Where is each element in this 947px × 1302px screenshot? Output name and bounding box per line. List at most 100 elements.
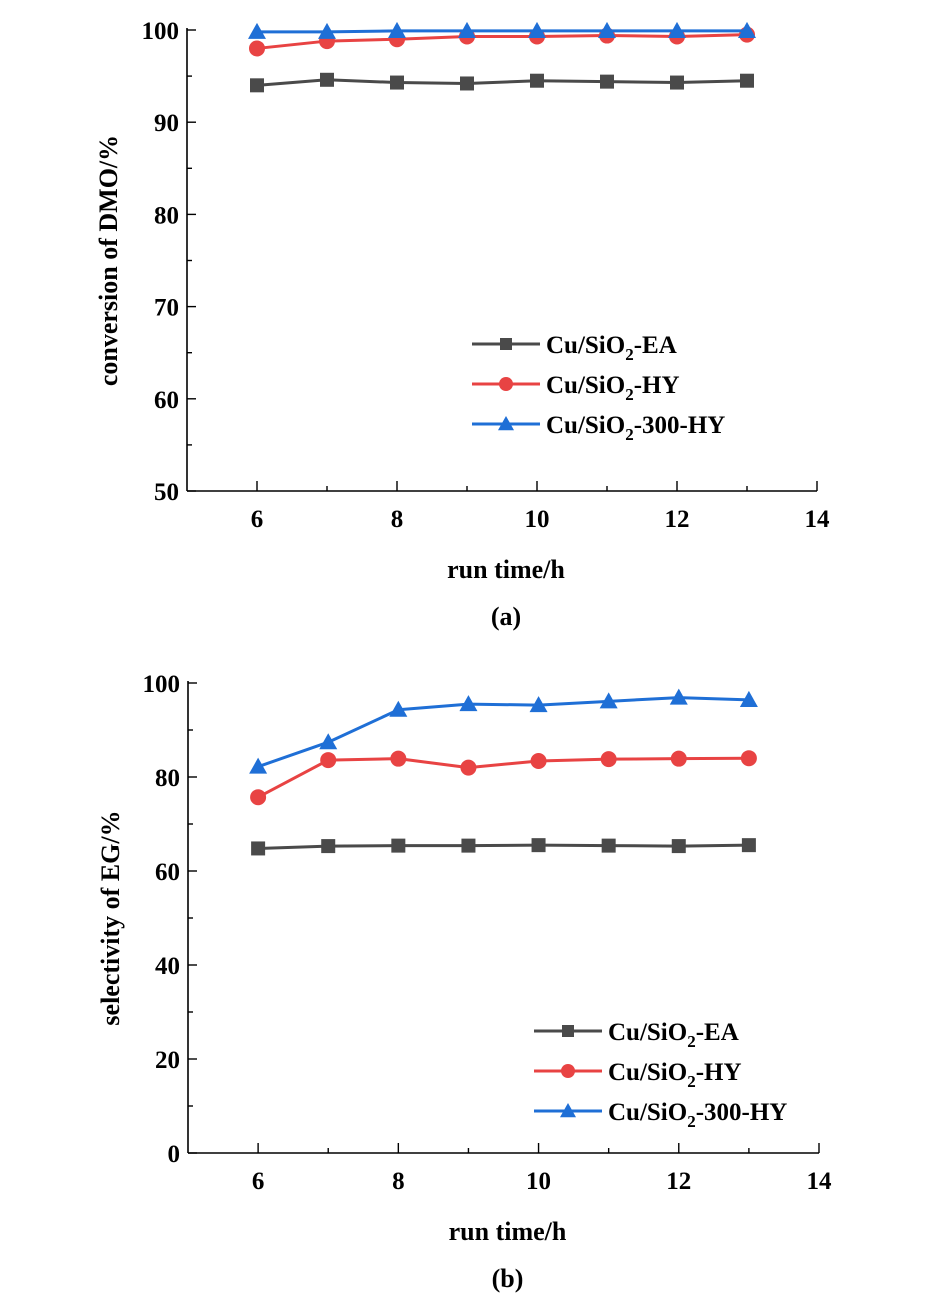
data-point-triangle (248, 22, 266, 39)
data-point-triangle (599, 692, 618, 709)
x-tick-label: 8 (392, 1168, 405, 1195)
legend-label-main: Cu/SiO (608, 1019, 687, 1046)
data-point-triangle (528, 21, 546, 38)
x-tick-label: 10 (526, 1168, 551, 1195)
legend-item: Cu/SiO2-300-HY (472, 412, 725, 444)
y-tick-label: 80 (154, 202, 179, 229)
series-line (257, 696, 749, 769)
data-point-circle (530, 753, 547, 770)
legend-label-suffix: -HY (696, 1059, 742, 1086)
data-point-square (741, 838, 756, 853)
data-point-triangle (249, 757, 268, 774)
series-line (258, 843, 749, 850)
y-tick-label: 90 (154, 110, 179, 137)
x-axis-title: run time/h (449, 1217, 567, 1246)
data-point-circle (390, 750, 407, 767)
data-point-triangle (739, 690, 758, 707)
data-point-triangle (459, 695, 478, 712)
data-point-triangle (668, 21, 686, 38)
series-square (251, 838, 756, 856)
data-point-square (460, 76, 474, 91)
y-tick-label: 70 (154, 295, 179, 322)
y-axis-title: selectivity of EG/% (96, 810, 125, 1025)
legend-label: Cu/SiO2-300-HY (608, 1099, 787, 1131)
legend-label: Cu/SiO2-HY (546, 372, 680, 404)
data-point-circle (320, 752, 337, 769)
legend-item: Cu/SiO2-HY (472, 372, 680, 404)
data-point-square (250, 78, 264, 93)
x-tick-label: 12 (666, 1168, 691, 1195)
data-point-circle (670, 750, 687, 767)
data-point-square (251, 841, 266, 856)
y-tick-label: 80 (155, 765, 180, 792)
data-point-triangle (529, 696, 548, 713)
legend-label-suffix: -HY (634, 372, 680, 399)
x-tick-label: 14 (807, 1168, 833, 1195)
series-square (250, 72, 754, 93)
data-point-circle (249, 40, 265, 57)
data-point-triangle (458, 21, 476, 38)
legend-marker-square (500, 338, 512, 350)
panel-label: (b) (492, 1264, 524, 1293)
legend-label-subscript: 2 (625, 385, 634, 404)
legend-label-suffix: -300-HY (634, 412, 726, 439)
x-tick-label: 8 (391, 506, 404, 533)
legend: Cu/SiO2-EA Cu/SiO2-HY Cu/SiO2-300-HY (472, 332, 725, 444)
y-tick-label: 60 (154, 387, 179, 414)
data-point-square (600, 74, 614, 89)
panel-label: (a) (491, 602, 521, 631)
data-point-triangle (388, 21, 406, 38)
y-tick-label: 20 (155, 1047, 180, 1074)
data-point-triangle (389, 700, 408, 717)
y-tick-label: 50 (154, 479, 179, 506)
series-line (256, 33, 748, 50)
series-triangle (248, 21, 756, 39)
legend-marker-triangle (498, 416, 514, 431)
data-point-square (321, 839, 336, 854)
data-point-square (670, 75, 684, 90)
legend-label-main: Cu/SiO (546, 412, 625, 439)
legend-marker-circle (499, 377, 513, 391)
legend-label-subscript: 2 (687, 1032, 696, 1051)
data-point-circle (250, 789, 267, 806)
y-tick-label: 40 (155, 953, 180, 980)
y-tick-label: 60 (155, 859, 180, 886)
chart-panel-b: 0 20 40 60 80 100 6 8 10 12 14 selectivity of EG/% r… (96, 671, 832, 1293)
series-line (256, 78, 748, 87)
y-tick-label: 100 (143, 671, 181, 698)
x-tick-label: 14 (805, 506, 831, 533)
legend-item: Cu/SiO2-HY (534, 1059, 742, 1091)
legend-label-main: Cu/SiO (608, 1099, 687, 1126)
legend-label-subscript: 2 (687, 1072, 696, 1091)
data-point-triangle (318, 22, 336, 39)
data-point-triangle (738, 21, 756, 38)
y-tick-label: 0 (168, 1141, 181, 1168)
series-circle (250, 750, 757, 806)
data-point-square (390, 75, 404, 90)
data-point-square (601, 838, 616, 853)
legend-label-subscript: 2 (687, 1112, 696, 1131)
series-triangle (249, 688, 758, 774)
data-point-square (391, 838, 406, 853)
y-axis-title: conversion of DMO/% (94, 135, 123, 386)
legend-label: Cu/SiO2-EA (608, 1019, 739, 1051)
legend-label-suffix: -EA (696, 1019, 739, 1046)
legend-label: Cu/SiO2-HY (608, 1059, 742, 1091)
data-point-triangle (319, 733, 338, 750)
data-point-square (320, 72, 334, 87)
x-axis-title: run time/h (447, 555, 565, 584)
legend-label-main: Cu/SiO (608, 1059, 687, 1086)
legend-marker-triangle (560, 1103, 576, 1118)
x-tick-label: 6 (251, 506, 264, 533)
x-tick-label: 12 (665, 506, 690, 533)
data-point-square (531, 838, 546, 853)
legend-label: Cu/SiO2-300-HY (546, 412, 725, 444)
data-point-circle (460, 759, 477, 776)
legend-item: Cu/SiO2-EA (472, 332, 677, 364)
chart-panel-a: 50 60 70 80 90 100 6 8 10 12 14 conversion of DMO/%… (94, 18, 830, 631)
legend-item: Cu/SiO2-EA (534, 1019, 739, 1051)
data-point-square (740, 73, 754, 88)
legend-label-suffix: -300-HY (696, 1099, 788, 1126)
